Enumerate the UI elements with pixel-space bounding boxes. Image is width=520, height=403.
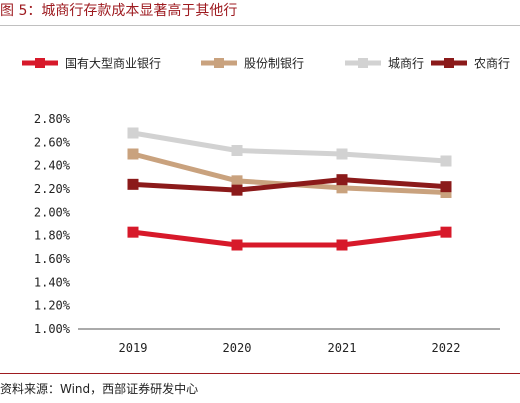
source-note: 资料来源：Wind，西部证券研发中心: [0, 382, 199, 396]
y-tick-label: 2.20%: [34, 182, 71, 196]
y-tick-label: 1.60%: [34, 252, 71, 266]
legend-marker: [35, 58, 45, 68]
data-point: [127, 148, 139, 160]
legend-marker: [214, 58, 224, 68]
legend-label: 股份制银行: [244, 57, 304, 71]
data-point: [231, 239, 243, 251]
x-tick-label: 2020: [223, 341, 252, 355]
data-point: [127, 127, 139, 139]
y-tick-label: 2.80%: [34, 112, 71, 126]
y-tick-label: 2.00%: [34, 205, 71, 219]
data-point: [336, 239, 348, 251]
data-point: [336, 174, 348, 186]
series-line-4: [132, 177, 447, 193]
x-tick-label: 2022: [432, 341, 461, 355]
x-tick-label: 2021: [328, 341, 357, 355]
y-tick-label: 1.00%: [34, 322, 71, 336]
line-chart: 国有大型商业银行 股份制银行 城商行 农商行 1.00% 1.20% 1.40% 1.60%…: [22, 56, 510, 355]
data-point: [440, 187, 452, 198]
chart-title: 图 5：城商行存款成本显著高于其他行: [0, 3, 238, 19]
legend-label: 农商行: [474, 56, 510, 71]
legend-label: 城商行: [388, 56, 424, 71]
x-tick-label: 2019: [119, 341, 148, 355]
y-tick-label: 2.60%: [34, 135, 71, 149]
y-tick-label: 2.40%: [34, 159, 71, 173]
legend-marker: [358, 58, 368, 68]
source-divider: [0, 373, 520, 374]
legend: 国有大型商业银行 股份制银行 城商行 农商行: [22, 56, 510, 71]
data-point: [440, 155, 452, 167]
y-tick-label: 1.80%: [34, 229, 71, 243]
data-point: [231, 175, 243, 187]
y-tick-label: 1.40%: [34, 275, 71, 289]
data-point: [440, 181, 452, 193]
series-line-1: [132, 229, 447, 248]
y-tick-label: 1.20%: [34, 299, 71, 313]
title-divider: [0, 25, 520, 26]
data-point: [231, 145, 243, 156]
legend-marker: [444, 58, 454, 68]
data-point: [127, 226, 139, 238]
series-layer: [127, 127, 452, 251]
data-point: [336, 148, 348, 160]
data-point: [231, 184, 243, 196]
data-point: [127, 178, 139, 190]
legend-label: 国有大型商业银行: [65, 56, 161, 71]
axes: 1.00% 1.20% 1.40% 1.60% 1.80% 2.00% 2.20% 2.40%…: [34, 112, 500, 355]
series-line-3: [132, 130, 447, 164]
data-point: [336, 182, 348, 194]
data-point: [440, 226, 452, 238]
